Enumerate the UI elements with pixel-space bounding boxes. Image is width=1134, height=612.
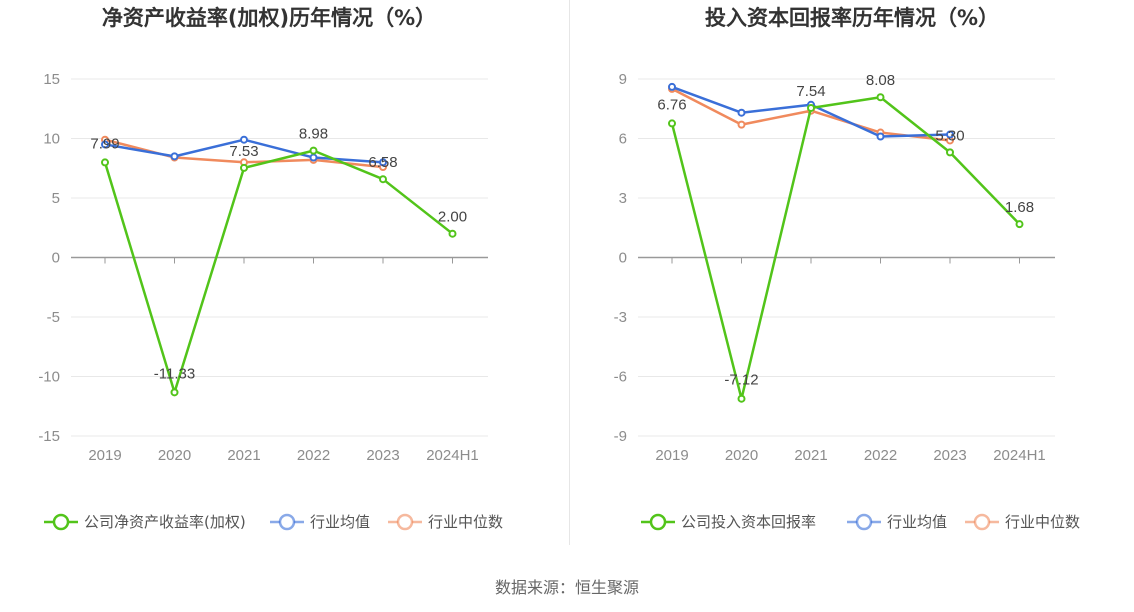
- y-tick-label: 3: [619, 190, 627, 207]
- source-label: 数据来源：恒生聚源: [494, 578, 639, 597]
- data-point: [379, 175, 387, 184]
- data-label: 1.68: [1005, 199, 1034, 216]
- data-point: [807, 103, 815, 112]
- data-label: 5.30: [935, 127, 964, 144]
- data-point: [101, 140, 109, 149]
- legend-label: 行业中位数: [428, 513, 503, 531]
- y-tick-label: 5: [52, 190, 60, 207]
- data-point: [1015, 220, 1024, 229]
- x-tick-label: 2021: [227, 447, 260, 464]
- data-label: -11.33: [154, 365, 195, 382]
- legend-label: 公司投入资本回报率: [681, 513, 816, 531]
- legend-circle-icon: [52, 513, 70, 531]
- legend-circle-icon: [855, 513, 873, 531]
- data-point: [170, 152, 179, 161]
- x-tick-label: 2022: [297, 447, 330, 464]
- x-tick-label: 2019: [88, 447, 121, 464]
- data-point: [240, 135, 248, 144]
- legend-circle-icon: [973, 513, 991, 531]
- x-tick-label: 2022: [864, 447, 897, 464]
- chart-title: 净资产收益率(加权)历年情况（%）: [102, 6, 436, 30]
- y-tick-label: -3: [614, 309, 627, 326]
- legend-circle-icon: [278, 513, 296, 531]
- data-label: 6.76: [657, 96, 686, 113]
- data-label: -7.12: [724, 372, 758, 389]
- data-point: [946, 130, 954, 139]
- data-label: 7.99: [90, 135, 119, 152]
- legend-label: 行业均值: [887, 513, 947, 531]
- data-point: [379, 158, 387, 167]
- data-point: [876, 132, 885, 141]
- y-tick-label: 9: [619, 71, 627, 88]
- chart-title: 投入资本回报率历年情况（%）: [705, 6, 999, 30]
- roic-chart: 投入资本回报率历年情况（%） 9 6 3 0 -3 -6 -9 2019 2020 2021 2022…: [614, 6, 1080, 531]
- y-tick-label: 0: [52, 250, 60, 267]
- y-tick-label: 0: [619, 250, 627, 267]
- data-label: 2.00: [438, 209, 467, 226]
- series-line-0: [670, 95, 1021, 400]
- legend-circle-icon: [396, 513, 414, 531]
- y-tick-label: -6: [614, 369, 627, 386]
- data-label: 7.53: [229, 143, 258, 160]
- data-point: [170, 388, 179, 397]
- data-label: 7.54: [796, 83, 825, 100]
- data-point: [737, 394, 746, 403]
- data-point: [668, 119, 676, 128]
- y-tick-label: 6: [619, 131, 627, 148]
- data-point: [101, 158, 109, 167]
- y-tick-label: 15: [43, 71, 60, 88]
- y-tick-label: 10: [43, 131, 60, 148]
- data-point: [309, 153, 318, 162]
- legend-label: 行业均值: [310, 513, 370, 531]
- legend-circle-icon: [649, 513, 667, 531]
- y-tick-label: -10: [38, 369, 60, 386]
- legend-label: 行业中位数: [1005, 513, 1080, 531]
- data-label: 8.98: [299, 126, 328, 143]
- y-tick-label: -15: [38, 428, 60, 445]
- roic-chart-panel: 投入资本回报率历年情况（%） 9 6 3 0 -3 -6 -9 2019 2020 2021 2022…: [567, 0, 1134, 545]
- data-point: [309, 146, 318, 155]
- y-tick-label: -5: [47, 309, 60, 326]
- panel-divider: [569, 0, 570, 545]
- x-tick-label: 2023: [366, 447, 399, 464]
- x-tick-label: 2020: [725, 447, 758, 464]
- data-label: 6.58: [368, 154, 397, 171]
- data-point: [876, 93, 885, 102]
- roe-chart: 净资产收益率(加权)历年情况（%） 15 10 5 0 -5 -10 -15 2019 2020 2…: [38, 6, 503, 531]
- data-point: [737, 108, 746, 117]
- x-tick-label: 2023: [933, 447, 966, 464]
- y-tick-label: -9: [614, 428, 627, 445]
- legend-label: 公司净资产收益率(加权): [84, 513, 246, 531]
- x-tick-label: 2020: [158, 447, 191, 464]
- series-line-0: [103, 149, 454, 394]
- data-point: [240, 163, 248, 172]
- x-tick-label: 2024H1: [993, 447, 1046, 464]
- data-label: 8.08: [866, 72, 895, 89]
- data-point: [668, 82, 676, 91]
- x-tick-label: 2024H1: [426, 447, 479, 464]
- data-point: [448, 229, 457, 238]
- roe-chart-panel: 净资产收益率(加权)历年情况（%） 15 10 5 0 -5 -10 -15 2019 2020 2…: [0, 0, 567, 545]
- data-point: [737, 120, 746, 129]
- x-tick-label: 2019: [655, 447, 688, 464]
- x-tick-label: 2021: [794, 447, 827, 464]
- data-point: [946, 148, 954, 157]
